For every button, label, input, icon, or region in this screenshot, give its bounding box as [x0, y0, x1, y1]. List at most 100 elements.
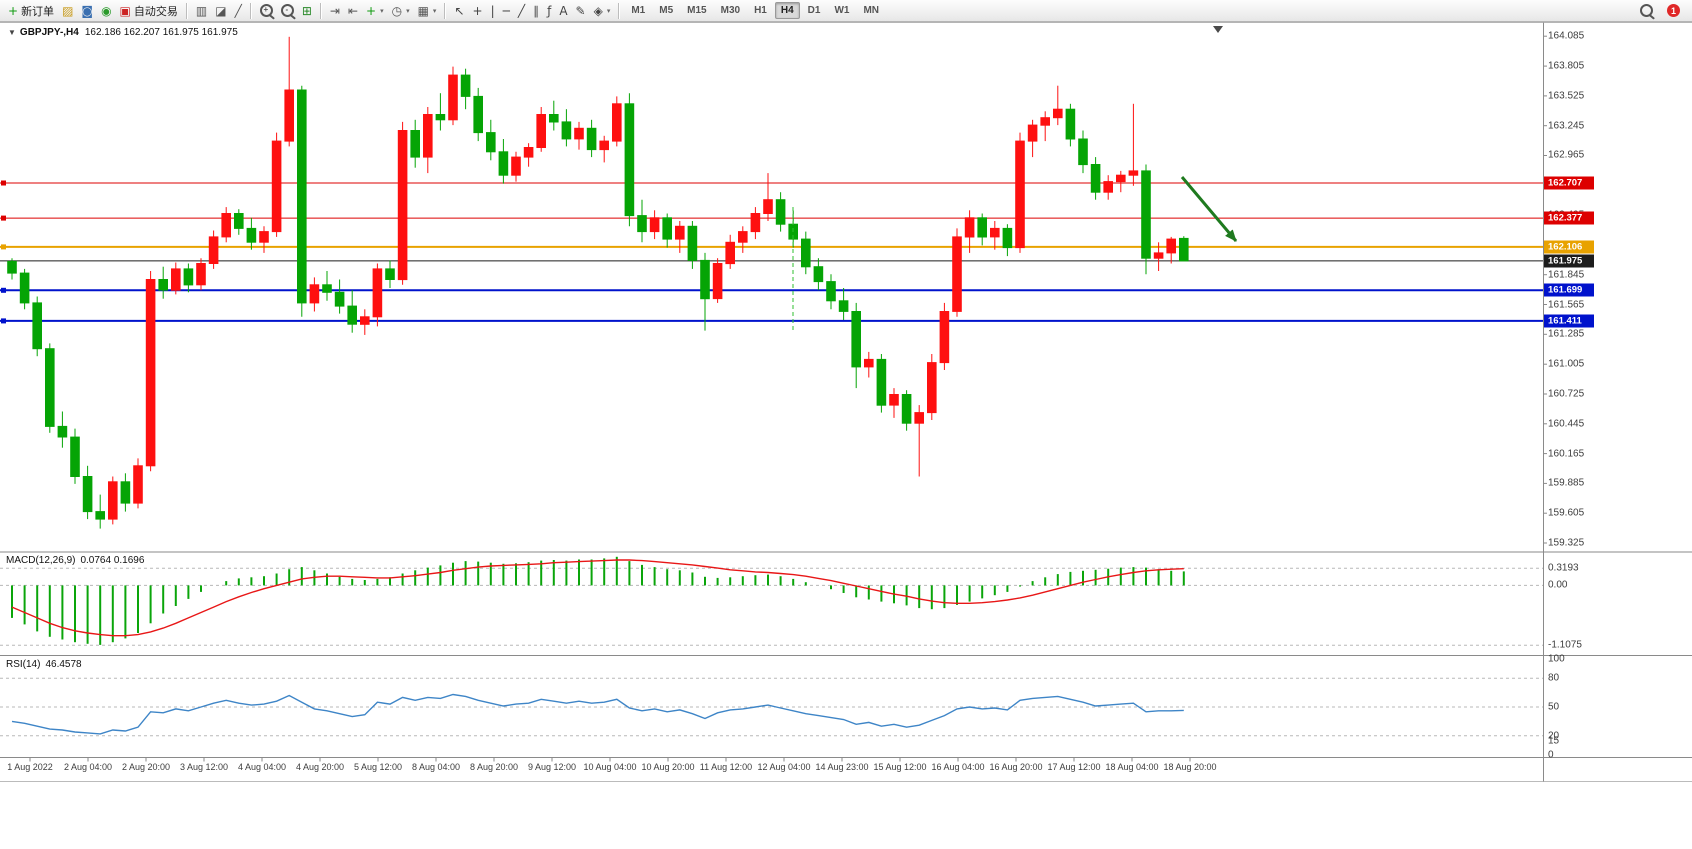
new-order-icon: + [8, 3, 19, 18]
candle [662, 217, 673, 240]
candle [57, 425, 68, 438]
periods-button[interactable]: ◷ ▾ [388, 0, 414, 22]
timeframe-w1-button[interactable]: W1 [834, 5, 850, 16]
candle [120, 481, 131, 504]
candle [95, 511, 106, 520]
indicators-button[interactable]: + ▾ [362, 0, 388, 22]
timeframe-h1-button[interactable]: H1 [754, 5, 767, 16]
rsi-label: RSI(14) 46.4578 [6, 659, 82, 670]
timeframe-m1-button[interactable]: M1 [631, 5, 646, 16]
chart-shift-marker[interactable] [1213, 26, 1223, 33]
horizontal-line-button[interactable]: ─ [499, 0, 514, 22]
price-axis-label: 163.245 [1548, 120, 1585, 132]
timeframe-m15-button[interactable]: M15 [687, 5, 707, 16]
zoom-out-icon: - [280, 4, 294, 17]
rsi-axis-label: 80 [1548, 672, 1560, 684]
charts-button[interactable]: ▨ [58, 0, 77, 22]
shapes-button[interactable]: ◈ ▾ [590, 0, 615, 22]
candle [511, 156, 521, 176]
alerts-badge[interactable]: 1 [1657, 0, 1684, 22]
chart-frame [0, 22, 1692, 782]
toolbar-separator [249, 2, 252, 19]
autotrade-icon: ▣ [119, 3, 131, 18]
candle [990, 227, 1000, 238]
data-window-button[interactable]: ◉ [97, 0, 115, 22]
line-anchor[interactable] [1, 318, 6, 324]
candlestick-button[interactable]: ◪ [211, 0, 230, 22]
timeframe-h4-button[interactable]: H4 [774, 2, 800, 19]
chart-shift-button[interactable]: ⇤ [344, 0, 362, 22]
crosshair-button[interactable]: + [469, 0, 487, 22]
chevron-down-icon: ▾ [406, 7, 410, 15]
auto-scroll-button[interactable]: ⇥ [326, 0, 344, 22]
chevron-down-icon: ▾ [606, 7, 611, 15]
time-axis-label: 12 Aug 04:00 [757, 762, 811, 772]
candle [1153, 252, 1164, 259]
timeframe-mn-button[interactable]: MN [863, 5, 880, 16]
tile-windows-button[interactable]: ⊞ [298, 0, 316, 22]
time-axis-label: 8 Aug 04:00 [411, 762, 461, 772]
line-anchor[interactable] [1, 287, 6, 293]
time-axis-label: 16 Aug 04:00 [931, 762, 985, 772]
chart-collapse-icon[interactable]: ▼ [8, 28, 16, 37]
price-axis-label: 161.845 [1548, 269, 1585, 281]
zoom-in-icon: + [259, 4, 273, 17]
candle [259, 231, 269, 243]
bar-chart-icon: ▥ [195, 3, 208, 18]
candle [1065, 108, 1076, 140]
candle [599, 140, 610, 151]
candle [309, 284, 320, 304]
time-axis-label: 3 Aug 12:00 [179, 762, 229, 772]
line-anchor[interactable] [1, 215, 6, 221]
templates-button[interactable]: ▦ ▾ [414, 0, 441, 22]
bar-chart-button[interactable]: ▥ [192, 0, 211, 22]
trendline-icon: ╱ [517, 3, 526, 18]
line-chart-button[interactable]: ╱ [231, 0, 246, 22]
candle [473, 95, 483, 134]
symbol-name: GBPJPY-,H4 [19, 27, 79, 38]
rsi-name: RSI(14) [6, 659, 41, 670]
candle [964, 217, 975, 238]
zoom-in-button[interactable]: + [256, 0, 277, 22]
time-axis-label: 4 Aug 20:00 [295, 762, 345, 772]
line-anchor[interactable] [1, 244, 6, 250]
horizontal-line-icon: ─ [502, 3, 510, 18]
price-axis-label: 164.085 [1548, 30, 1585, 42]
candle [624, 103, 635, 217]
timeframe-m30-button[interactable]: M30 [720, 5, 741, 16]
candle [927, 362, 937, 414]
autotrade-button[interactable]: ▣ 自动交易 [116, 0, 182, 22]
search-icon [1640, 4, 1653, 17]
channel-button[interactable]: ∥ [529, 0, 543, 22]
price-lines[interactable] [0, 180, 1543, 324]
price-axis-label: 160.445 [1548, 418, 1585, 430]
candlestick-icon: ◪ [215, 3, 227, 18]
candlestick-series [7, 36, 1189, 529]
line-anchor[interactable] [1, 180, 6, 186]
timeframe-d1-button[interactable]: D1 [807, 5, 821, 16]
chevron-down-icon: ▾ [432, 7, 437, 15]
profiles-button[interactable]: ◙ [77, 0, 97, 22]
candle [523, 147, 534, 158]
trendline-button[interactable]: ╱ [514, 0, 529, 22]
candle [1078, 138, 1088, 166]
fibonacci-button[interactable]: ƒ [543, 0, 555, 22]
macd-signal-line [11, 559, 1184, 637]
candle [145, 279, 156, 467]
candle [838, 300, 849, 312]
candle [977, 217, 988, 238]
cursor-button[interactable]: ↖ [450, 0, 468, 22]
price-axis-label: 161.285 [1548, 328, 1585, 340]
candle [196, 263, 206, 286]
search-button[interactable] [1636, 0, 1657, 22]
trend-arrow-object[interactable] [1180, 176, 1238, 242]
vertical-line-button[interactable]: | [487, 0, 499, 22]
candle [712, 263, 723, 300]
new-order-button[interactable]: + 新订单 [4, 0, 58, 22]
text-label-button[interactable]: ✎ [572, 0, 590, 22]
timeframe-m5-button[interactable]: M5 [659, 5, 674, 16]
zoom-out-button[interactable]: - [277, 0, 298, 22]
candle [460, 74, 471, 97]
text-button[interactable]: A [555, 0, 571, 22]
